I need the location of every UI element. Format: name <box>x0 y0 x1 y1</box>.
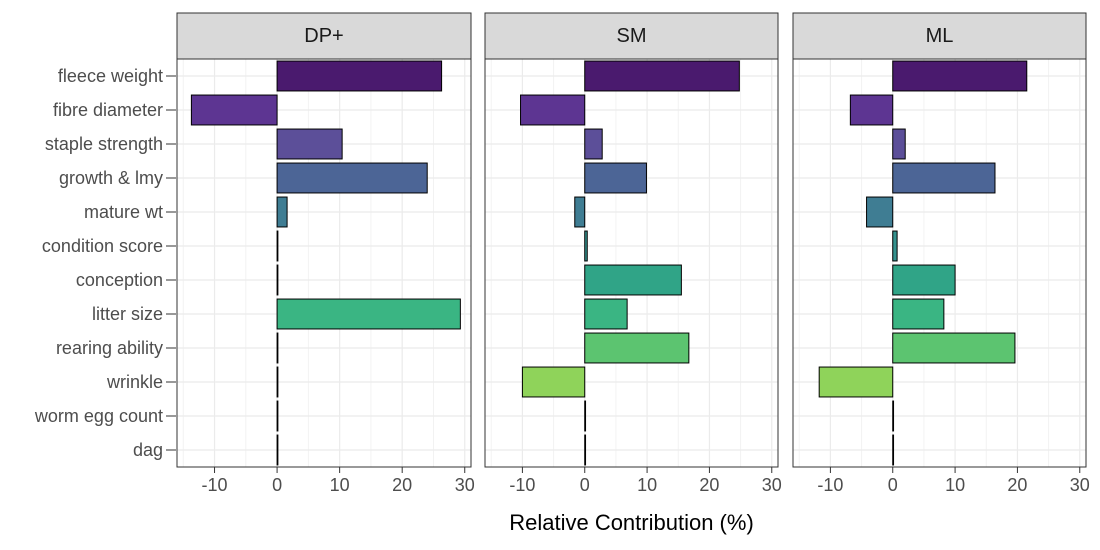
x-tick-label: 0 <box>888 475 898 495</box>
x-tick-label: -10 <box>817 475 843 495</box>
x-tick-label: 10 <box>637 475 657 495</box>
category-label: conception <box>76 270 163 290</box>
category-label: mature wt <box>84 202 163 222</box>
bar <box>276 60 443 92</box>
bar <box>276 400 279 432</box>
bar <box>276 128 343 160</box>
bar <box>892 60 1028 92</box>
panel-border <box>484 58 779 468</box>
facet-strip-label: SM <box>617 25 647 47</box>
bar <box>892 128 906 160</box>
category-label: wrinkle <box>106 372 163 392</box>
bar <box>276 298 461 330</box>
facet-strip-label: ML <box>926 25 954 47</box>
category-label: growth & lmy <box>59 168 163 188</box>
x-tick-label: 20 <box>699 475 719 495</box>
x-tick-label: 20 <box>1007 475 1027 495</box>
x-tick-label: 30 <box>1070 475 1090 495</box>
bar <box>276 162 428 194</box>
bar <box>584 230 588 262</box>
facet-strip <box>484 12 779 60</box>
bar <box>574 196 586 228</box>
x-tick-label: 10 <box>945 475 965 495</box>
bar <box>584 264 682 296</box>
bar <box>892 264 956 296</box>
bar <box>190 94 278 126</box>
bar <box>892 434 895 466</box>
bar <box>584 298 628 330</box>
panel-background <box>793 59 1086 467</box>
x-tick-label: -10 <box>202 475 228 495</box>
x-axis-title: Relative Contribution (%) <box>509 510 754 535</box>
category-label: condition score <box>42 236 163 256</box>
bar <box>892 230 898 262</box>
facet-strip <box>176 12 472 60</box>
bar <box>849 94 894 126</box>
bar <box>276 434 279 466</box>
x-tick-label: 0 <box>272 475 282 495</box>
bar <box>818 366 894 398</box>
category-label: dag <box>133 440 163 460</box>
bar <box>584 128 603 160</box>
bar <box>892 400 895 432</box>
x-tick-label: 30 <box>762 475 782 495</box>
bar <box>520 94 586 126</box>
x-tick-label: 30 <box>455 475 475 495</box>
bar <box>584 332 690 364</box>
category-label: fleece weight <box>58 66 163 86</box>
bar <box>866 196 894 228</box>
category-label: litter size <box>92 304 163 324</box>
panel-background <box>177 59 471 467</box>
bar <box>584 434 587 466</box>
bar <box>892 298 945 330</box>
bar <box>276 196 288 228</box>
bar <box>584 162 647 194</box>
bar <box>276 366 279 398</box>
bar <box>892 332 1016 364</box>
category-label: fibre diameter <box>53 100 163 120</box>
bar <box>276 230 279 262</box>
panel-border <box>792 58 1087 468</box>
bar <box>521 366 586 398</box>
panel-background <box>485 59 778 467</box>
bar <box>892 162 996 194</box>
x-tick-label: -10 <box>509 475 535 495</box>
x-tick-label: 20 <box>392 475 412 495</box>
category-label: worm egg count <box>34 406 163 426</box>
facet-strip-label: DP+ <box>304 25 343 47</box>
bar <box>584 60 740 92</box>
x-tick-label: 10 <box>330 475 350 495</box>
x-tick-label: 0 <box>580 475 590 495</box>
category-label: staple strength <box>45 134 163 154</box>
bar <box>584 400 587 432</box>
bar <box>276 332 279 364</box>
bar <box>276 264 279 296</box>
category-label: rearing ability <box>56 338 163 358</box>
panel-border <box>176 58 472 468</box>
